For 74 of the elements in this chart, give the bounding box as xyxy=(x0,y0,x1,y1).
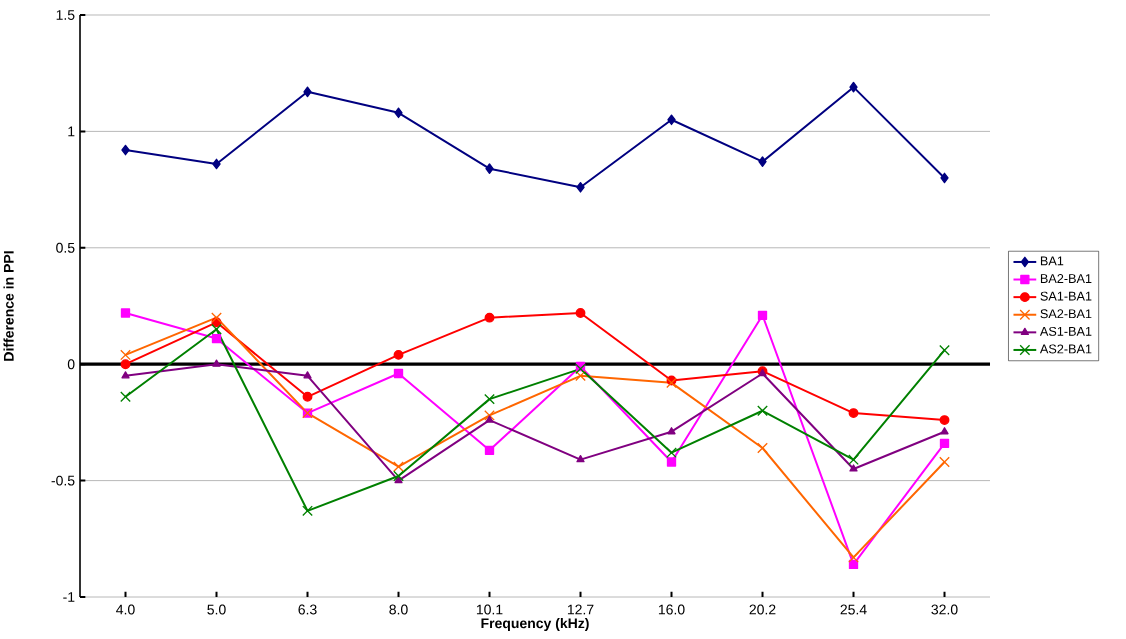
x-tick-label: 6.3 xyxy=(298,604,317,615)
y-tick-label: 0.5 xyxy=(56,242,75,253)
point xyxy=(303,86,312,98)
legend-label: AS2-BA1 xyxy=(1039,344,1092,354)
y-tick-label: 1 xyxy=(68,126,75,137)
point xyxy=(120,359,131,370)
point xyxy=(757,405,768,417)
point xyxy=(758,156,767,167)
point xyxy=(121,144,130,156)
point xyxy=(757,442,768,454)
x-tick-label: 20.2 xyxy=(749,604,776,615)
x-axis-title: Frequency (kHz) xyxy=(481,617,589,631)
legend-label: BA2-BA1 xyxy=(1040,274,1092,283)
point xyxy=(211,312,222,324)
legend-label: AS1-BA1 xyxy=(1039,326,1092,336)
point xyxy=(211,323,222,335)
point xyxy=(394,107,403,119)
point xyxy=(393,349,404,360)
y-tick-label: -1 xyxy=(63,592,75,602)
point xyxy=(302,505,313,517)
point xyxy=(939,438,950,449)
legend-label: BA1 xyxy=(1040,256,1064,266)
point xyxy=(575,308,586,318)
x-tick-label: 10.1 xyxy=(476,604,503,615)
point xyxy=(667,427,676,435)
point xyxy=(666,447,677,459)
point xyxy=(484,312,495,323)
point xyxy=(666,457,677,467)
point xyxy=(848,454,859,466)
x-tick-label: 32.0 xyxy=(931,604,958,615)
x-tick-label: 16.0 xyxy=(658,604,685,615)
point xyxy=(939,344,950,356)
point xyxy=(849,81,858,93)
point xyxy=(393,461,404,473)
y-tick-label: -0.5 xyxy=(51,475,75,486)
x-tick-label: 12.7 xyxy=(567,604,594,615)
point xyxy=(394,475,403,484)
point xyxy=(848,552,859,563)
legend-label: SA1-BA1 xyxy=(1040,291,1092,301)
point xyxy=(212,158,221,170)
y-axis-title: Difference in PPI xyxy=(3,251,14,361)
point xyxy=(393,368,404,379)
y-tick-label: 0 xyxy=(67,359,75,370)
point xyxy=(211,333,222,344)
point xyxy=(120,391,131,403)
point xyxy=(939,415,950,425)
y-tick-label: 1.5 xyxy=(56,10,75,20)
point xyxy=(484,410,495,421)
point xyxy=(667,114,676,126)
x-tick-label: 25.4 xyxy=(840,604,867,615)
x-tick-label: 8.0 xyxy=(389,604,408,615)
point xyxy=(120,308,131,318)
point xyxy=(575,370,586,382)
point xyxy=(485,163,494,174)
x-tick-label: 5.0 xyxy=(207,604,226,615)
point xyxy=(303,371,312,379)
point xyxy=(212,359,221,367)
point xyxy=(940,427,949,435)
point xyxy=(849,464,858,472)
point xyxy=(576,181,585,193)
point xyxy=(940,172,949,184)
point xyxy=(302,391,313,402)
point xyxy=(484,393,495,405)
legend-label: SA2-BA1 xyxy=(1040,309,1092,319)
point xyxy=(939,456,950,468)
x-tick-label: 4.0 xyxy=(116,604,135,615)
point xyxy=(393,470,404,482)
point xyxy=(121,371,130,379)
point xyxy=(576,454,585,463)
point xyxy=(757,310,768,320)
point xyxy=(848,408,859,419)
point xyxy=(484,445,495,455)
point xyxy=(485,415,494,423)
point xyxy=(120,349,131,361)
